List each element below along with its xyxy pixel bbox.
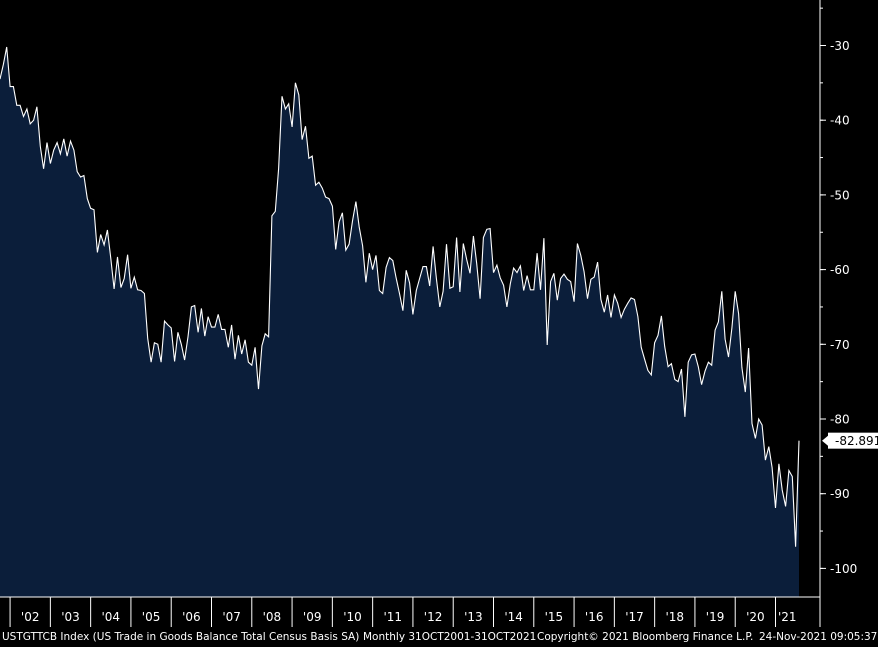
x-tick-label: '20 — [746, 610, 765, 624]
x-tick-label: '08 — [263, 610, 282, 624]
x-tick-label: '15 — [545, 610, 564, 624]
x-tick-label: '03 — [61, 610, 80, 624]
x-tick-label: '16 — [585, 610, 604, 624]
chart-footer: USTGTTCB Index (US Trade in Goods Balanc… — [0, 631, 878, 647]
last-value-label: -82.891 — [835, 434, 878, 448]
series-area — [0, 47, 799, 597]
x-tick-label: '19 — [706, 610, 725, 624]
last-value-marker: -82.891 — [822, 432, 878, 449]
footer-ticker: USTGTTCB Index (US Trade in Goods Balanc… — [2, 631, 360, 643]
y-tick-label: -30 — [830, 39, 850, 53]
x-tick-label: '13 — [464, 610, 483, 624]
footer-period: Monthly 31OCT2001-31OCT2021 — [363, 631, 537, 643]
x-tick-label: '21 — [778, 610, 797, 624]
y-tick-label: -70 — [830, 338, 850, 352]
x-tick-label: '10 — [343, 610, 362, 624]
series-line — [0, 46, 800, 547]
x-tick-label: '02 — [21, 610, 40, 624]
x-tick-label: '07 — [222, 610, 241, 624]
x-tick-label: '05 — [142, 610, 161, 624]
y-axis: -30 -40 -50 -60 -70 -80 -90 -100 — [820, 7, 857, 576]
x-tick-label: '14 — [504, 610, 523, 624]
x-tick-label: '18 — [665, 610, 684, 624]
y-tick-label: -60 — [830, 263, 850, 277]
last-value-pointer — [822, 435, 828, 446]
y-tick-label: -50 — [830, 188, 850, 202]
footer-copyright: Copyright© 2021 Bloomberg Finance L.P. — [537, 631, 754, 643]
x-tick-label: '04 — [101, 610, 120, 624]
y-tick-label: -90 — [830, 487, 850, 501]
footer-timestamp: 24-Nov-2021 09:05:37 — [759, 631, 878, 643]
x-tick-label: '11 — [383, 610, 402, 624]
y-tick-label: -80 — [830, 413, 850, 427]
x-tick-label: '06 — [182, 610, 201, 624]
y-tick-label: -40 — [830, 114, 850, 128]
y-tick-label: -100 — [830, 562, 857, 576]
x-tick-label: '17 — [625, 610, 644, 624]
x-tick-label: '12 — [424, 610, 443, 624]
x-tick-label: '09 — [303, 610, 322, 624]
x-axis: '02 '03 '04 '05 '06 '07 '08 '09 '10 '11 '12 '13 '14 '… — [9, 597, 821, 627]
last-value-box — [828, 432, 878, 449]
